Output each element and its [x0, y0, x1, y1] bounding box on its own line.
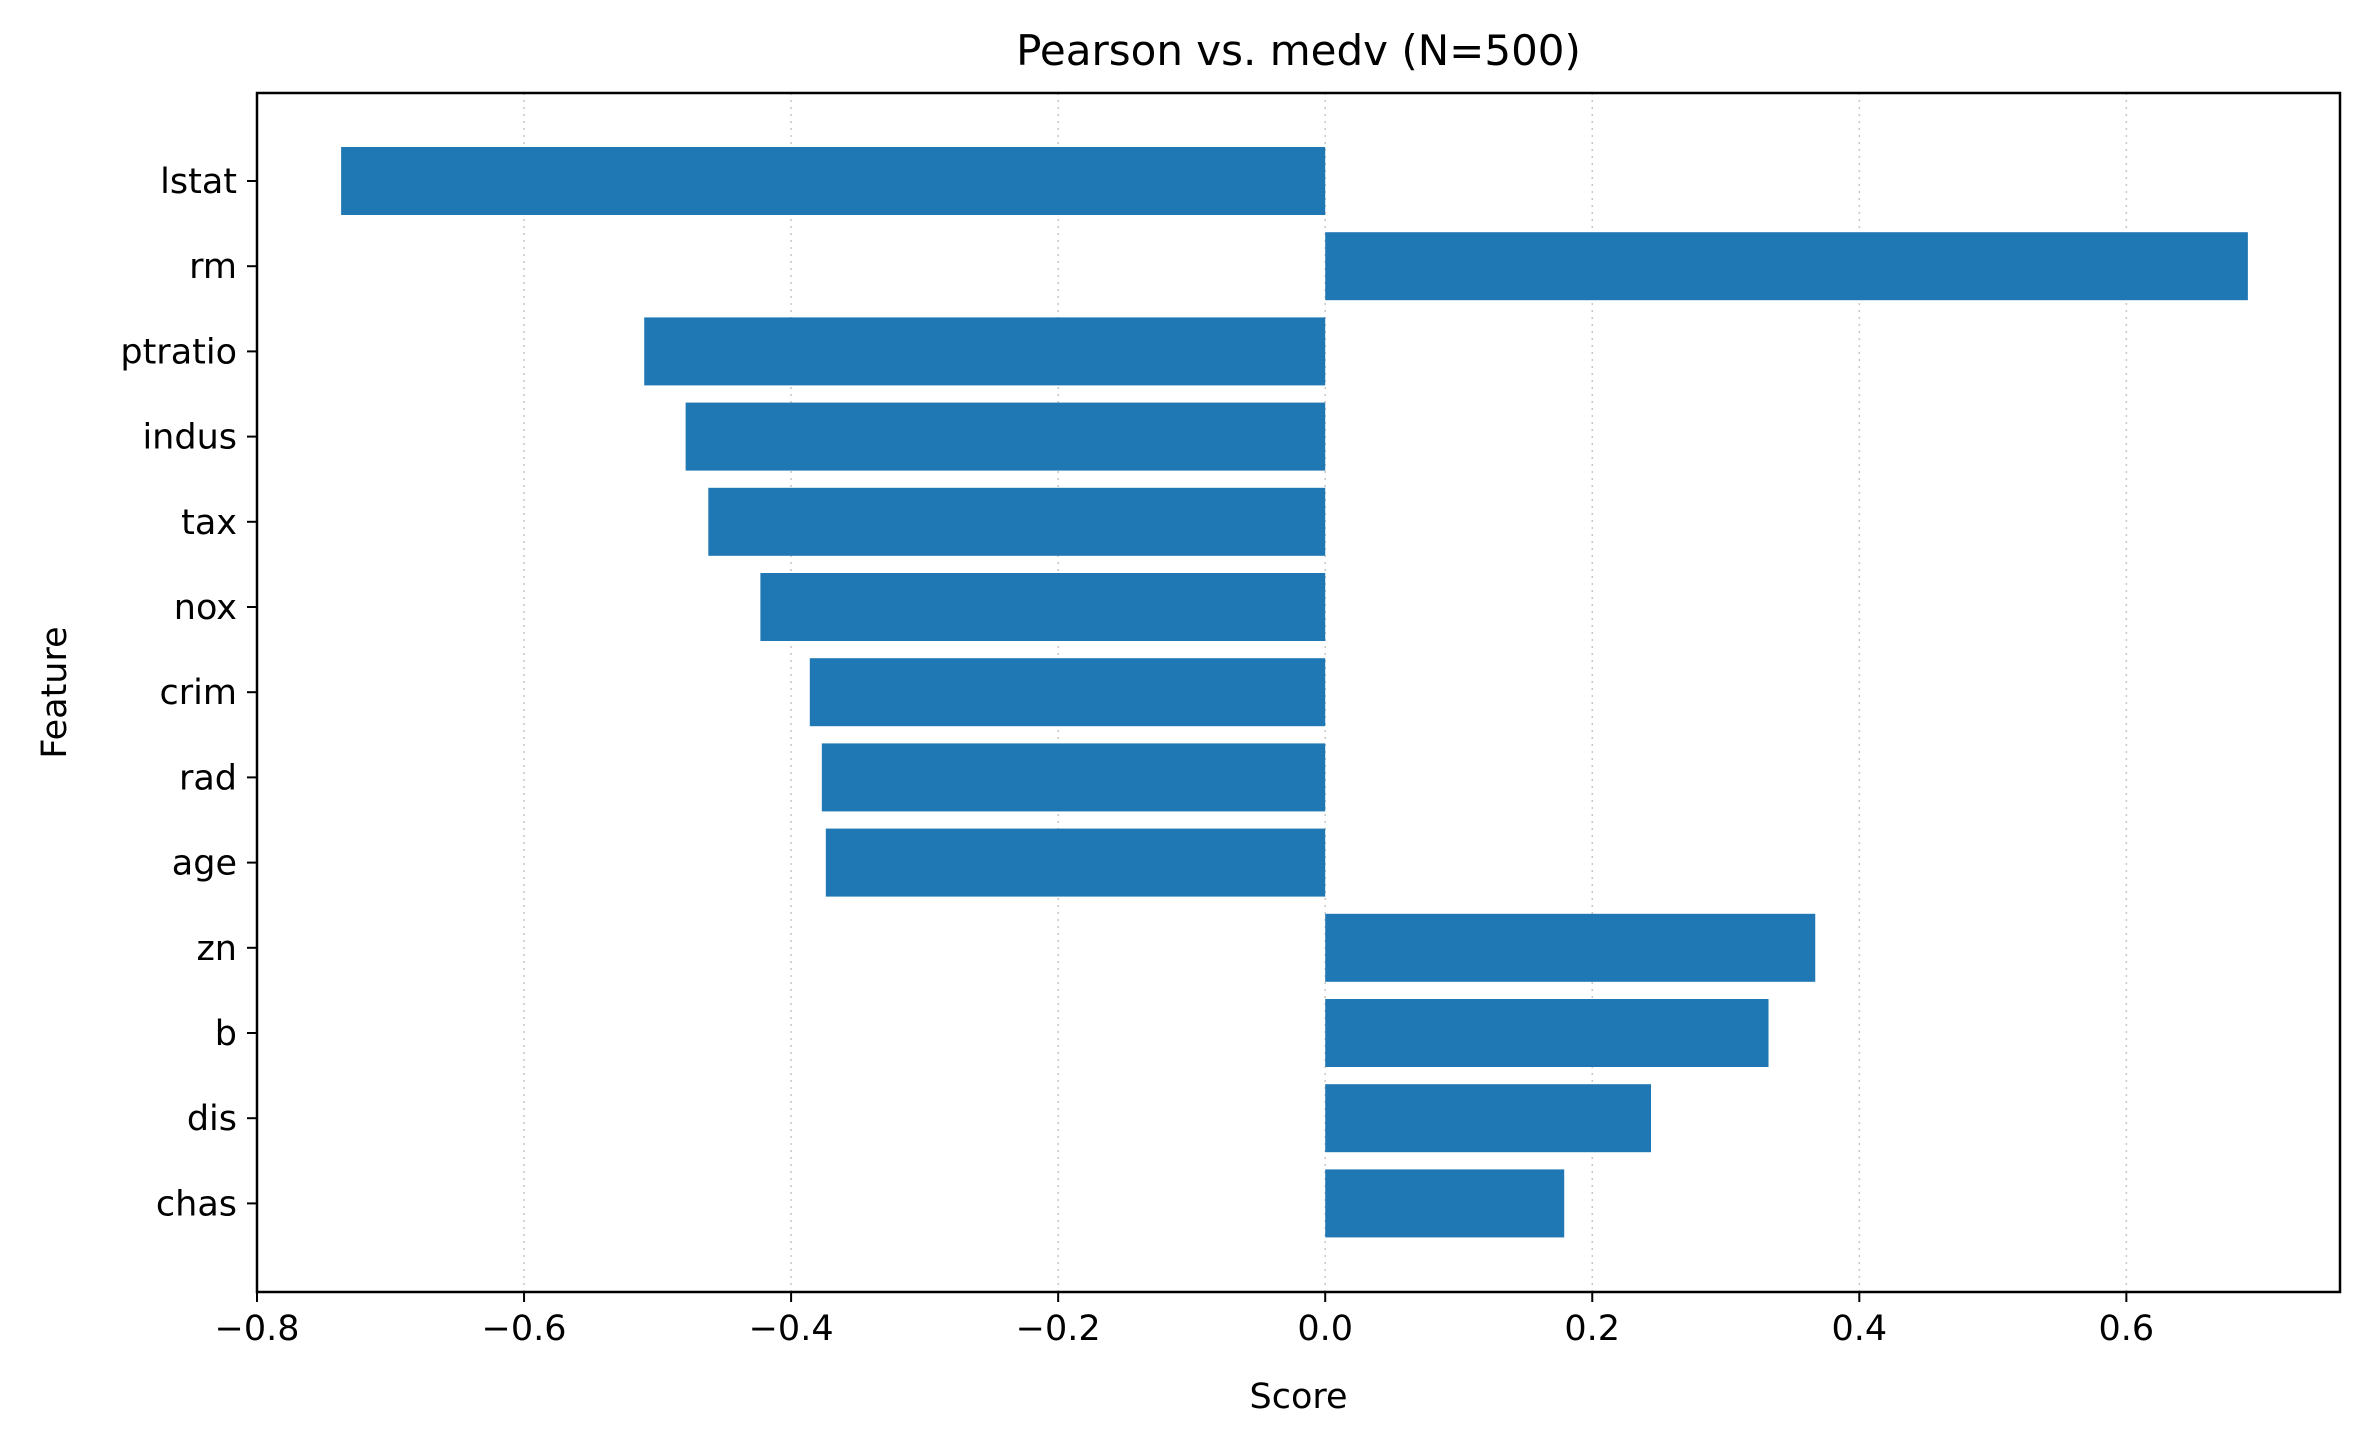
- x-tick-label: −0.2: [1016, 1309, 1101, 1349]
- chart-title: Pearson vs. medv (N=500): [1016, 26, 1581, 75]
- y-tick-label: rad: [179, 758, 237, 798]
- y-tick-label: age: [172, 844, 237, 884]
- y-tick-label: chas: [156, 1184, 237, 1224]
- bar-age: [825, 828, 1326, 897]
- bars: [341, 147, 2248, 1238]
- bar-tax: [708, 487, 1326, 556]
- x-tick-label: 0.0: [1297, 1309, 1353, 1349]
- x-axis: −0.8 −0.6 −0.4 −0.2 0.0 0.2 0.4 0.6: [215, 1292, 2155, 1349]
- bar-rm: [1325, 232, 2248, 301]
- bar-crim: [809, 658, 1326, 727]
- y-tick-label: nox: [174, 588, 237, 628]
- x-tick-label: 0.2: [1564, 1309, 1620, 1349]
- bar-dis: [1325, 1084, 1652, 1153]
- y-tick-label: lstat: [160, 162, 237, 202]
- bar-b: [1325, 999, 1769, 1067]
- bar-rad: [821, 743, 1326, 812]
- y-tick-label: ptratio: [120, 332, 237, 372]
- bar-nox: [760, 573, 1326, 641]
- y-axis-title: Feature: [35, 626, 75, 758]
- bar-chas: [1325, 1169, 1565, 1238]
- y-tick-label: rm: [189, 247, 237, 287]
- x-tick-label: −0.6: [482, 1309, 567, 1349]
- x-tick-label: 0.6: [2099, 1309, 2155, 1349]
- y-tick-label: crim: [160, 673, 237, 713]
- x-tick-label: 0.4: [1831, 1309, 1887, 1349]
- y-axis: lstat rm ptratio indus tax nox crim rad age zn b di…: [120, 162, 257, 1224]
- x-tick-label: −0.4: [749, 1309, 834, 1349]
- bar-lstat: [341, 147, 1326, 215]
- bar-ptratio: [644, 317, 1326, 386]
- y-tick-label: indus: [142, 418, 237, 458]
- bar-zn: [1325, 913, 1816, 982]
- y-tick-label: b: [215, 1014, 237, 1054]
- x-axis-title: Score: [1249, 1377, 1347, 1417]
- y-tick-label: tax: [181, 503, 237, 543]
- y-tick-label: dis: [187, 1099, 237, 1139]
- bar-indus: [685, 402, 1326, 471]
- y-tick-label: zn: [196, 929, 237, 969]
- x-tick-label: −0.8: [215, 1309, 300, 1349]
